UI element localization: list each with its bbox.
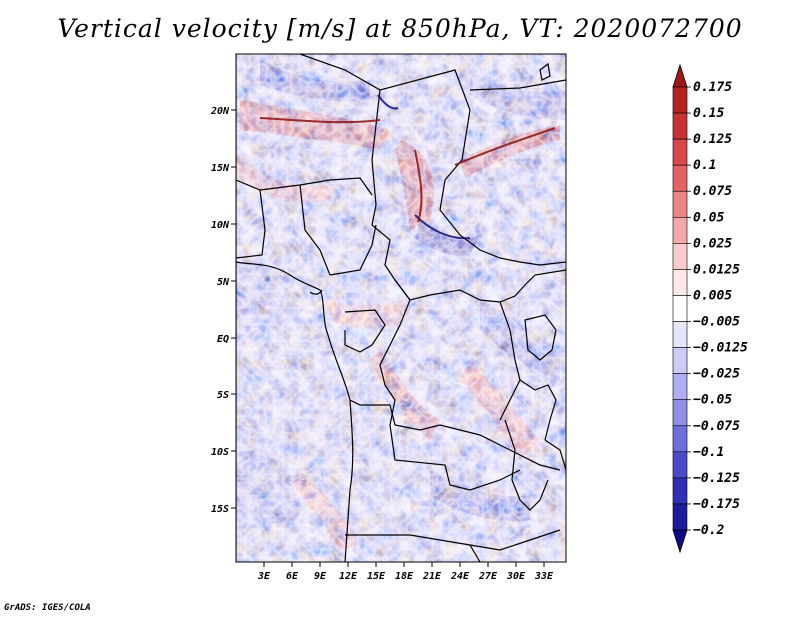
colorbar-label: 0.0125 xyxy=(693,262,740,277)
colorbar-swatch xyxy=(672,373,688,401)
colorbar-label: −0.175 xyxy=(693,497,740,512)
lon-label-27e: 27E xyxy=(478,571,498,582)
lat-label-5n: 5N xyxy=(217,277,230,288)
colorbar-swatch xyxy=(672,112,688,140)
lat-label-15s: 15S xyxy=(211,504,229,515)
colorbar-bottom-arrow xyxy=(672,529,688,554)
colorbar-label: −0.075 xyxy=(693,419,740,434)
colorbar-swatch xyxy=(672,477,688,505)
lat-label-10n: 10N xyxy=(211,220,230,231)
colorbar-swatch xyxy=(672,451,688,479)
colorbar-label: 0.125 xyxy=(693,132,732,147)
colorbar-swatch xyxy=(672,86,688,114)
lon-label-18e: 18E xyxy=(395,571,414,582)
colorbar-swatch xyxy=(672,295,688,322)
map-frame xyxy=(235,53,567,563)
colorbar-label: −0.005 xyxy=(693,315,740,330)
colorbar-swatch xyxy=(672,503,688,531)
colorbar-label: 0.1 xyxy=(693,158,716,173)
colorbar-swatch xyxy=(672,399,688,427)
lon-label-30e: 30E xyxy=(506,571,526,582)
colorbar-swatch xyxy=(672,138,688,166)
lat-label-eq: EQ xyxy=(217,334,229,345)
colorbar-label: 0.15 xyxy=(693,106,724,121)
colorbar-label: 0.175 xyxy=(693,80,732,95)
map-panel xyxy=(236,54,566,562)
colorbar-label: 0.05 xyxy=(693,210,724,225)
colorbar-swatch xyxy=(672,243,688,270)
colorbar-label: −0.0125 xyxy=(693,341,748,356)
grads-credit: GrADS: IGES/COLA xyxy=(4,603,91,613)
lon-label-21e: 21E xyxy=(422,571,442,582)
colorbar: 0.175 0.15 0.125 0.1 0.075 0.05 0.025 0.0125 0.0… xyxy=(672,63,748,554)
lon-label-24e: 24E xyxy=(450,571,470,582)
colorbar-top-arrow xyxy=(672,63,688,88)
colorbar-swatch xyxy=(672,347,688,374)
lon-label-33e: 33E xyxy=(534,571,554,582)
colorbar-swatch xyxy=(672,321,688,348)
colorbar-label: 0.005 xyxy=(693,288,732,303)
plot-title: Vertical velocity [m/s] at 850hPa, VT: 2… xyxy=(57,14,743,43)
lat-axis xyxy=(231,109,236,509)
colorbar-label: 0.025 xyxy=(693,236,732,251)
lon-label-3e: 3E xyxy=(257,571,271,582)
lon-label-6e: 6E xyxy=(286,571,299,582)
colorbar-label: −0.2 xyxy=(693,523,724,538)
colorbar-swatch xyxy=(672,216,688,244)
colorbar-label: 0.075 xyxy=(693,184,732,199)
lat-label-15n: 15N xyxy=(211,163,230,174)
colorbar-label: −0.1 xyxy=(693,445,724,460)
lat-label-5s: 5S xyxy=(217,390,229,401)
country-borders xyxy=(236,54,566,562)
lon-label-9e: 9E xyxy=(314,571,327,582)
colorbar-label: −0.125 xyxy=(693,471,740,486)
colorbar-swatch xyxy=(672,164,688,192)
colorbar-label: −0.05 xyxy=(693,393,732,408)
colorbar-swatch xyxy=(672,190,688,218)
lat-label-20n: 20N xyxy=(210,106,230,117)
lon-label-12e: 12E xyxy=(339,571,358,582)
colorbar-label: −0.025 xyxy=(693,367,740,382)
lat-label-10s: 10S xyxy=(211,447,229,458)
lon-axis xyxy=(263,562,545,567)
colorbar-swatch xyxy=(672,425,688,453)
lon-label-15e: 15E xyxy=(367,571,386,582)
colorbar-swatch xyxy=(672,269,688,296)
